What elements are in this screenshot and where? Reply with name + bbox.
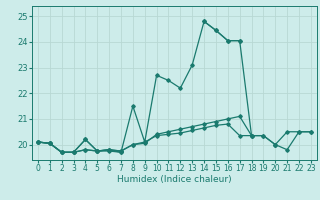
X-axis label: Humidex (Indice chaleur): Humidex (Indice chaleur) [117, 175, 232, 184]
